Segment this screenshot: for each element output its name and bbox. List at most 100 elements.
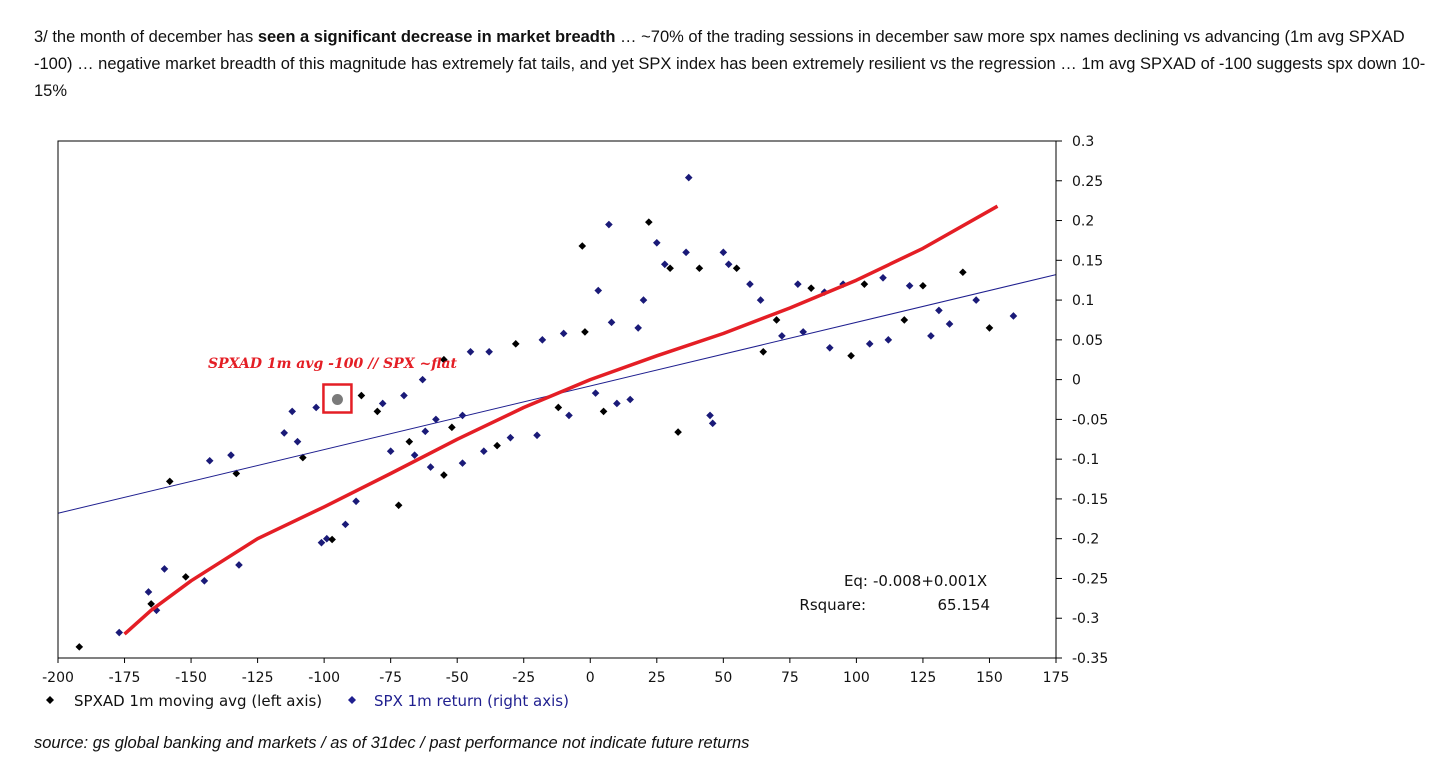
scatter-point [400,391,408,400]
scatter-point [807,284,815,292]
scatter-point [493,441,501,450]
legend-label-spxad: SPXAD 1m moving avg (left axis) [74,692,322,710]
scatter-point [578,242,587,250]
scatter-point [280,429,289,437]
intro-text-start: 3/ the month of december has [34,28,258,46]
scatter-point [900,316,909,324]
scatter-point [1009,312,1018,320]
scatter-point [466,347,475,356]
scatter-point [293,437,302,446]
fit-lines [57,204,1057,636]
scatter-point [919,281,927,290]
scatter-point [386,447,395,455]
scatter-points [75,173,1018,651]
scatter-point [884,336,893,344]
scatter-point [394,501,403,510]
fit-curve [123,204,999,636]
scatter-point [605,220,613,229]
x-tick-label: -150 [175,670,207,686]
intro-paragraph: 3/ the month of december has seen a sign… [34,24,1434,105]
scatter-point [410,451,419,459]
scatter-point [299,453,307,462]
y-tick-label: 0.05 [1072,333,1103,349]
scatter-point [458,411,467,420]
source-note: source: gs global banking and markets / … [34,734,750,752]
rsquare-value: 65.154 [938,596,991,614]
scatter-point [935,306,943,315]
scatter-point [626,395,634,404]
scatter-point [288,407,296,416]
scatter-point [511,340,520,348]
rsquare-label: Rsquare: [799,596,866,614]
scatter-point [708,419,717,428]
scatter-point [235,561,243,569]
scatter-point [317,538,326,547]
scatter-point [426,463,435,471]
y-tick-label: -0.35 [1072,651,1108,667]
y-tick-label: -0.15 [1072,492,1108,508]
scatter-point [458,459,467,467]
x-tick-label: 100 [843,670,870,686]
scatter-point [599,407,608,416]
scatter-point [719,248,728,257]
scatter-point [405,437,414,446]
scatter-point [666,264,674,273]
x-tick-label: -75 [379,670,402,686]
legend-label-spx: SPX 1m return (right axis) [374,692,569,710]
scatter-point [759,347,768,356]
x-tick-label: 150 [976,670,1003,686]
y-tick-label: -0.05 [1072,412,1108,428]
legend-marker-spxad [46,696,54,704]
scatter-point [181,573,190,581]
regression-equation: Eq: -0.008+0.001X Rsquare: 65.154 [799,572,990,614]
scatter-point [227,451,235,459]
scatter-point [613,399,621,408]
scatter-point [357,391,366,400]
scatter-point [847,351,855,360]
x-tick-label: -100 [308,670,340,686]
scatter-point [322,534,331,543]
scatter-point [645,218,653,226]
scatter-point [418,375,427,384]
scatter-point [421,427,430,436]
scatter-point [724,260,733,269]
x-tick-label: 0 [586,670,595,686]
scatter-point [144,588,153,596]
scatter-point [674,428,682,436]
scatter-point [653,239,661,247]
scatter-point [746,280,754,288]
scatter-point [533,431,541,440]
y-axis: 0.3 0.25 0.2 0.15 0.1 0.05 0 -0.05 -0.1 -0.15 -0.2… [1056,134,1108,667]
scatter-point [432,415,440,424]
scatter-point [639,296,648,304]
scatter-point [165,477,174,486]
scatter-point [373,407,382,416]
y-tick-label: 0.15 [1072,253,1103,269]
scatter-point [706,411,714,420]
y-tick-label: 0.1 [1072,293,1094,309]
scatter-point [506,433,515,442]
scatter-point [352,497,360,506]
annotation-highlight-box [322,383,353,414]
x-tick-label: 175 [1043,670,1070,686]
x-tick-label: -200 [42,670,74,686]
scatter-point [695,264,704,273]
scatter-point [799,328,807,336]
y-tick-label: 0.2 [1072,214,1094,230]
scatter-point [440,355,448,364]
scatter-point [682,248,690,257]
y-tick-label: 0.3 [1072,134,1094,150]
annotation-label: SPXAD 1m avg -100 // SPX ~flat [208,356,458,372]
scatter-point [485,347,493,356]
y-tick-label: 0 [1072,373,1081,389]
scatter-point [879,274,887,282]
scatter-point [825,344,834,352]
scatter-point [778,332,786,340]
x-tick-label: 125 [910,670,937,686]
y-tick-label: 0.25 [1072,174,1103,190]
scatter-point [581,328,589,336]
scatter-point [772,316,781,324]
x-axis: -200 -175 -150 -125 -100 -75 -50 -25 0 25 50 75 100 1… [42,658,1069,686]
scatter-point [607,318,616,327]
scatter-point [565,411,573,420]
